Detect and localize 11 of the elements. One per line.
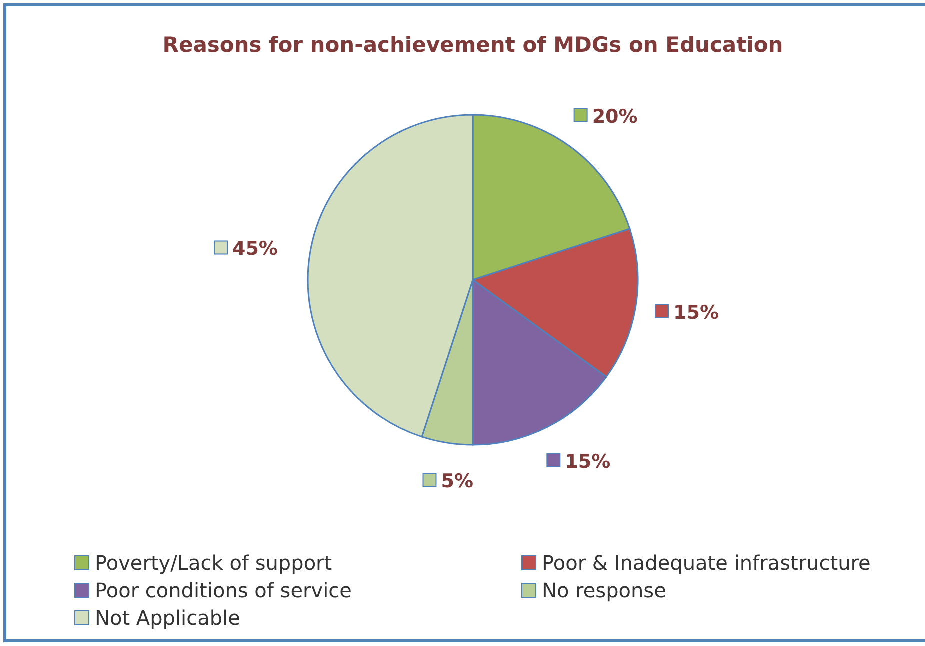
legend-label: Poor & Inadequate infrastructure <box>542 551 871 575</box>
legend-label: Not Applicable <box>95 606 240 630</box>
data-label: 20% <box>592 106 638 128</box>
chart-title: Reasons for non-achievement of MDGs on Education <box>162 33 784 57</box>
data-label: 15% <box>674 302 719 324</box>
legend-label: Poor conditions of service <box>95 578 352 602</box>
data-label: 5% <box>441 470 474 492</box>
legend-label: Poverty/Lack of support <box>95 551 332 575</box>
legend-label: No response <box>542 578 666 602</box>
data-label: 45% <box>232 238 278 260</box>
data-label: 15% <box>565 450 611 473</box>
